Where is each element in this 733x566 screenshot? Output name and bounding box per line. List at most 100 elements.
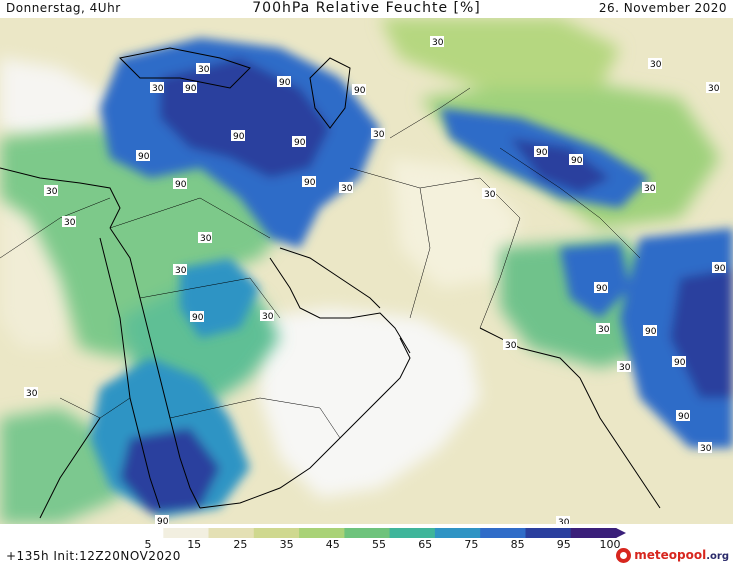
colorbar-ticks: 5 15 25 35 45 55 65 75 85 95 100 [0,538,733,552]
brand-logo-icon [616,547,632,563]
contour-label-30: 30 [617,361,631,373]
svg-text:30: 30 [198,65,210,75]
contour-label-30: 30 [482,188,496,200]
svg-text:30: 30 [708,84,720,94]
contour-label-30: 30 [260,310,274,322]
contour-label-30: 30 [44,185,58,197]
field-humid [90,38,733,518]
contour-label-30: 30 [173,264,187,276]
colorbar [118,528,626,538]
svg-text:30: 30 [152,84,164,94]
contour-label-90: 90 [292,136,306,148]
svg-text:30: 30 [200,234,212,244]
political-borders [0,87,641,439]
svg-text:30: 30 [644,184,656,194]
colorbar-cell [525,528,572,538]
svg-text:90: 90 [596,284,608,294]
colorbar-cell [163,528,210,538]
svg-text:30: 30 [341,184,353,194]
contour-label-90: 90 [173,178,187,190]
contour-label-90: 90 [676,410,690,422]
colorbar-tick-label: 95 [556,538,571,551]
colorbar-tick-label: 35 [279,538,294,551]
svg-text:90: 90 [674,358,686,368]
svg-text:30: 30 [262,312,274,322]
colorbar-cell [118,528,164,538]
colorbar-cell [570,528,617,538]
contour-label-90: 90 [594,282,608,294]
svg-text:30: 30 [46,187,58,197]
svg-text:30: 30 [700,444,712,454]
colorbar-tick-label: 25 [233,538,248,551]
contour-label-30: 30 [596,323,610,335]
contour-label-30: 30 [503,339,517,351]
svg-text:90: 90 [175,180,187,190]
brand-name: meteopool.org [634,548,729,562]
contour-label-30: 30 [698,442,712,454]
contour-label-90: 90 [712,262,726,274]
valid-date-label: 26. November 2020 [598,1,727,15]
colorbar-cell [344,528,391,538]
contour-label-30: 30 [648,58,662,70]
colorbar-cell [253,528,300,538]
svg-text:90: 90 [678,412,690,422]
contour-label-30: 30 [24,387,38,399]
svg-text:90: 90 [294,138,306,148]
svg-text:90: 90 [233,132,245,142]
svg-text:30: 30 [558,518,570,524]
svg-text:90: 90 [536,148,548,158]
svg-text:30: 30 [619,363,631,373]
contour-label-90: 90 [183,82,197,94]
contour-label-90: 90 [569,154,583,166]
svg-text:30: 30 [484,190,496,200]
colorbar-tick-label: 100 [599,538,621,551]
svg-text:30: 30 [432,38,444,48]
colorbar-cell [434,528,481,538]
contour-label-30: 30 [642,182,656,194]
colorbar-cell [208,528,255,538]
contour-label-30: 30 [150,82,164,94]
colorbar-tick-label: 55 [372,538,386,551]
svg-text:90: 90 [157,517,169,524]
svg-text:90: 90 [192,313,204,323]
svg-text:90: 90 [354,86,366,96]
colorbar-cell [480,528,526,538]
colorbar-tick-label: 45 [325,538,340,551]
contour-label-30: 30 [339,182,353,194]
contour-label-30: 30 [196,63,210,75]
contour-label-90: 90 [534,146,548,158]
contour-label-90: 90 [277,76,291,88]
valid-day-label: Donnerstag, 4Uhr [6,1,121,15]
svg-text:90: 90 [304,178,316,188]
humidity-map: 90 90 90 90 90 90 90 90 90 90 90 90 90 9… [0,18,733,524]
header-bar: Donnerstag, 4Uhr 700hPa Relative Feuchte… [0,0,733,18]
contour-label-90: 90 [136,150,150,162]
colorbar-tick-label: 15 [187,538,202,551]
contour-label-30: 30 [556,516,570,524]
svg-text:90: 90 [138,152,150,162]
colorbar-tick-label: 75 [464,538,479,551]
contour-label-30: 30 [62,216,76,228]
colorbar-tick-label: 65 [418,538,433,551]
svg-text:30: 30 [650,60,662,70]
contour-label-30: 30 [198,232,212,244]
contour-label-90: 90 [643,325,657,337]
contour-label-90: 90 [352,84,366,96]
contour-label-30: 30 [706,82,720,94]
svg-text:90: 90 [279,78,291,88]
map-title: 700hPa Relative Feuchte [%] [252,0,481,16]
contour-label-90: 90 [672,356,686,368]
svg-text:30: 30 [64,218,76,228]
brand-logo-group[interactable]: meteopool.org [616,546,729,564]
contour-label-90: 90 [190,311,204,323]
colorbar-tick-label: 5 [144,538,152,551]
svg-text:30: 30 [175,266,187,276]
svg-text:30: 30 [505,341,517,351]
contour-labels: 90 90 90 90 90 90 90 90 90 90 90 90 90 9… [24,36,726,524]
colorbar-cell [389,528,436,538]
contour-label-30: 30 [371,128,385,140]
run-info: +135h Init:12Z20NOV2020 [6,549,181,563]
svg-text:30: 30 [26,389,38,399]
svg-text:30: 30 [598,325,610,335]
svg-text:90: 90 [714,264,726,274]
